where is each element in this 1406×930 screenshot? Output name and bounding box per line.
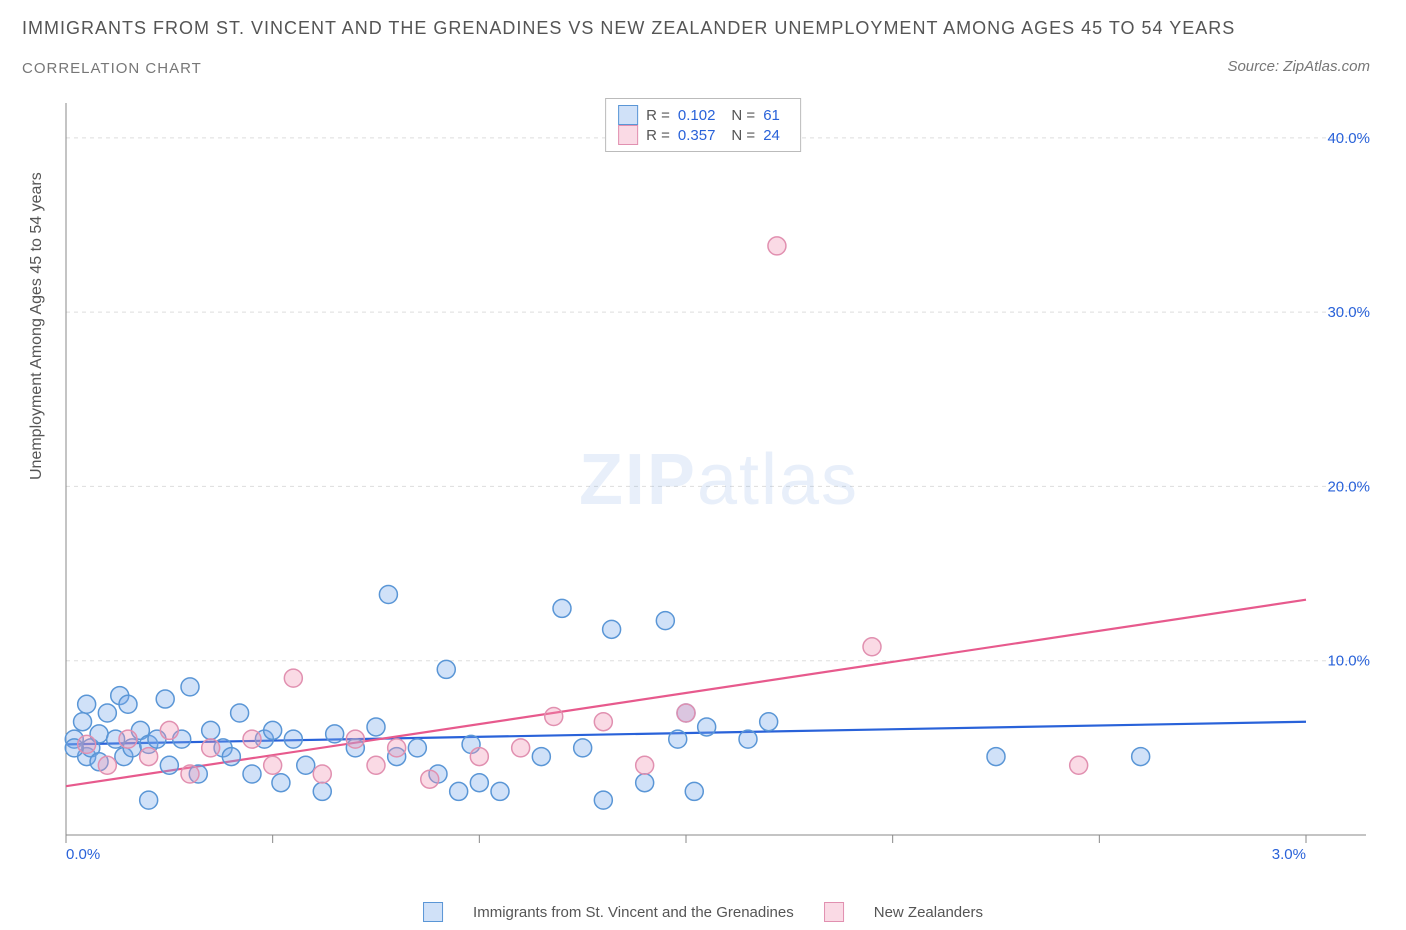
n-label-1: N = bbox=[731, 107, 755, 124]
n-value-2: 24 bbox=[763, 127, 780, 144]
y-axis-label: Unemployment Among Ages 45 to 54 years bbox=[28, 172, 46, 480]
chart-subtitle: CORRELATION CHART bbox=[22, 60, 202, 77]
chart-title: IMMIGRANTS FROM ST. VINCENT AND THE GREN… bbox=[22, 18, 1235, 39]
stats-row-2: R = 0.357 N = 24 bbox=[618, 125, 788, 145]
svg-text:30.0%: 30.0% bbox=[1327, 304, 1370, 321]
legend-label-2: New Zealanders bbox=[874, 904, 983, 921]
svg-text:10.0%: 10.0% bbox=[1327, 653, 1370, 670]
scatter-plot: 10.0% 20.0% 30.0% 40.0% 0.0% 3.0% bbox=[62, 95, 1376, 865]
source-label: Source: ZipAtlas.com bbox=[1227, 58, 1370, 75]
svg-text:40.0%: 40.0% bbox=[1327, 130, 1370, 147]
r-value-1: 0.102 bbox=[678, 107, 716, 124]
legend-swatch-1 bbox=[423, 902, 443, 922]
svg-text:20.0%: 20.0% bbox=[1327, 478, 1370, 495]
legend-swatch-2 bbox=[824, 902, 844, 922]
svg-text:3.0%: 3.0% bbox=[1272, 846, 1306, 863]
swatch-series2 bbox=[618, 125, 638, 145]
bottom-legend: Immigrants from St. Vincent and the Gren… bbox=[423, 902, 983, 922]
n-label-2: N = bbox=[731, 127, 755, 144]
stats-legend-box: R = 0.102 N = 61 R = 0.357 N = 24 bbox=[605, 98, 801, 152]
r-value-2: 0.357 bbox=[678, 127, 716, 144]
r-label-2: R = bbox=[646, 127, 670, 144]
svg-text:0.0%: 0.0% bbox=[66, 846, 100, 863]
stats-row-1: R = 0.102 N = 61 bbox=[618, 105, 788, 125]
chart-area: 10.0%20.0%30.0%40.0%0.0%3.0% ZIPatlas bbox=[62, 95, 1376, 865]
legend-label-1: Immigrants from St. Vincent and the Gren… bbox=[473, 904, 794, 921]
r-label-1: R = bbox=[646, 107, 670, 124]
n-value-1: 61 bbox=[763, 107, 780, 124]
swatch-series1 bbox=[618, 105, 638, 125]
